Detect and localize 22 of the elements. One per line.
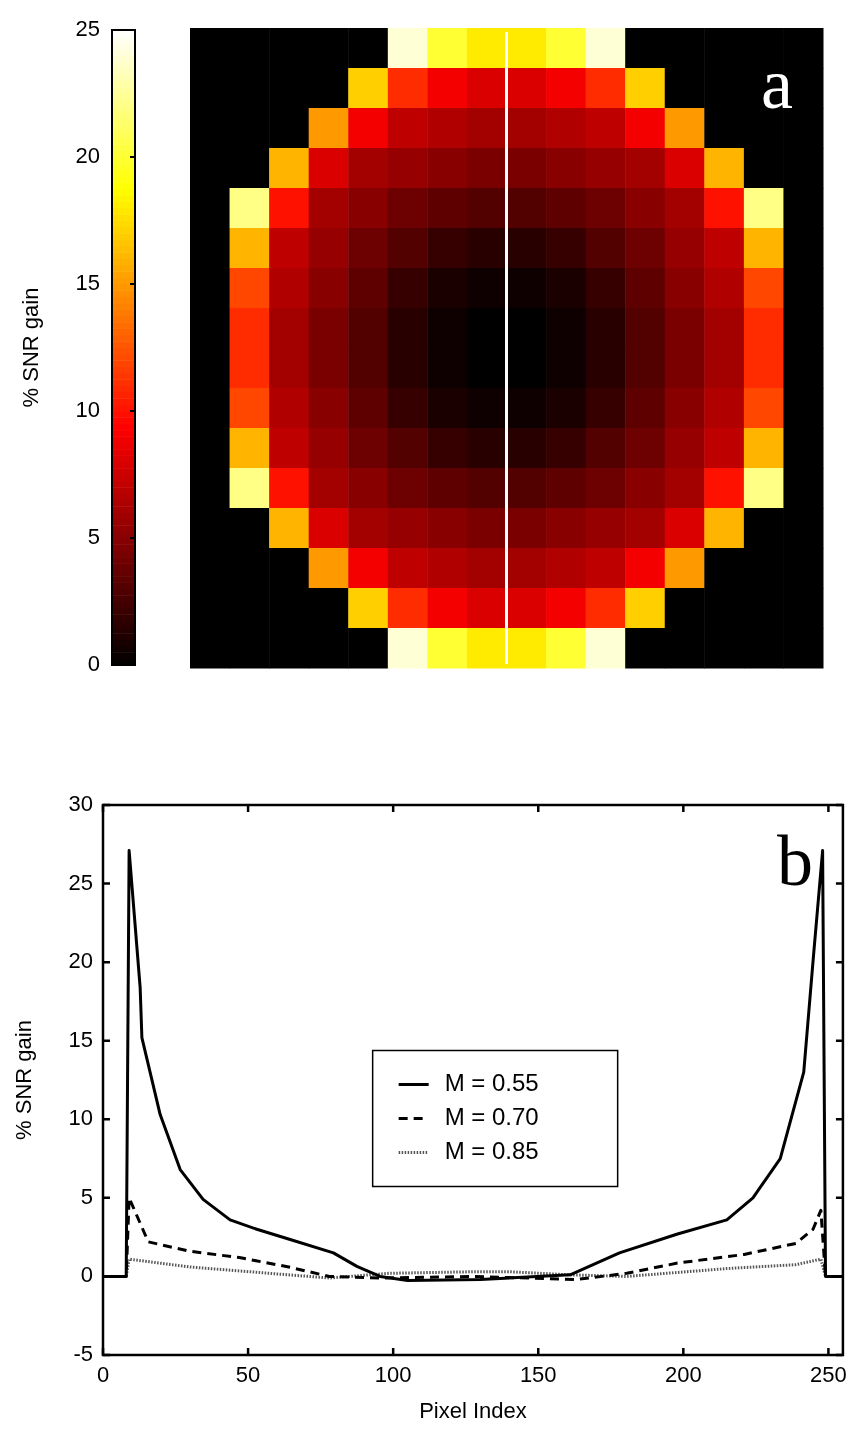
y-tick-label: 30	[68, 791, 93, 817]
legend-label: M = 0.85	[444, 1137, 539, 1165]
y-tick-label: 10	[68, 1105, 93, 1131]
x-tick-label: 100	[374, 1362, 412, 1388]
legend-label: M = 0.70	[444, 1103, 539, 1131]
y-axis-title: % SNR gain	[11, 1020, 37, 1140]
x-tick-label: 150	[519, 1362, 557, 1388]
x-tick-label: 250	[810, 1362, 847, 1388]
annotation: a	[761, 44, 793, 124]
y-tick-label: 0	[80, 1262, 93, 1288]
y-tick-label: 20	[68, 948, 93, 974]
x-axis-title: Pixel Index	[419, 1397, 527, 1423]
annotation: b	[776, 821, 813, 901]
y-tick-label: -5	[73, 1341, 93, 1367]
x-tick-label: 0	[96, 1362, 110, 1388]
x-tick-label: 200	[664, 1362, 702, 1388]
y-tick-label: 5	[80, 1183, 93, 1209]
y-tick-label: 25	[68, 869, 93, 895]
y-tick-label: 15	[68, 1026, 93, 1052]
legend-label: M = 0.55	[444, 1069, 539, 1097]
color-bar-title: % SNR gain	[18, 287, 44, 408]
x-tick-label: 50	[235, 1362, 261, 1388]
